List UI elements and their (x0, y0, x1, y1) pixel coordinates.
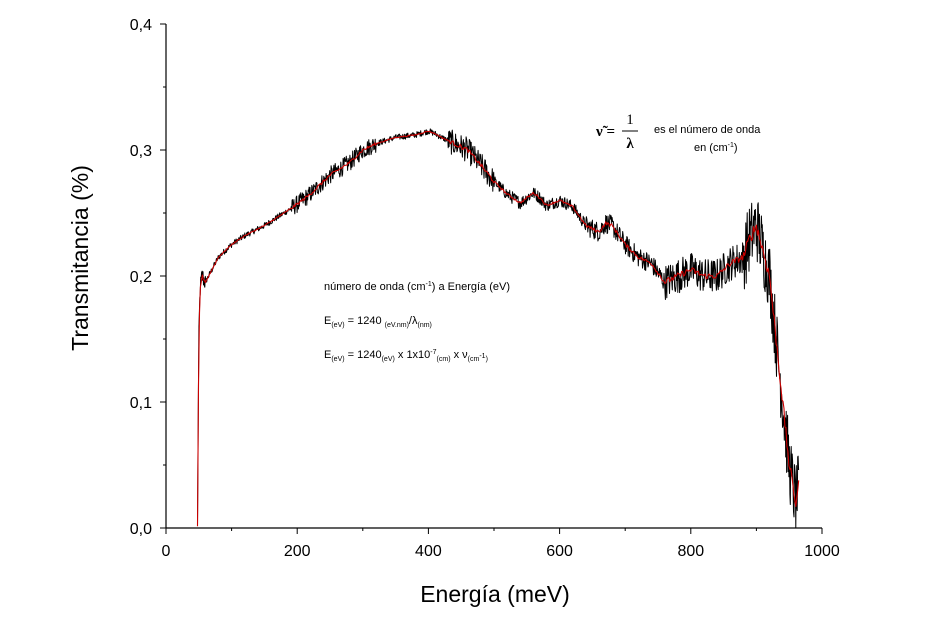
conv3-x1: x 1x10 (395, 349, 430, 361)
x-ticks: 0 200 400 600 800 1000 (162, 528, 840, 560)
conv3-x2: x ν (451, 349, 469, 361)
x-tick-label: 600 (546, 543, 573, 560)
conv3-sub1: (eV) (331, 356, 344, 363)
series-layer (196, 128, 800, 529)
conv2-E: E (324, 315, 331, 327)
conv1-sup: -1 (426, 281, 432, 288)
y-tick-label: 0,0 (130, 521, 152, 538)
y-axis-title: Transmitancia (%) (67, 165, 93, 351)
formula-desc-2-post: ) (734, 142, 738, 154)
conversion-line-3: E(eV) = 1240(eV) x 1x10-7(cm) x ν(cm-1) (324, 349, 488, 363)
raw-spectrum-line (197, 128, 800, 529)
y-tick-label: 0,2 (130, 269, 152, 286)
x-axis-title: Energía (meV) (420, 581, 570, 607)
conv3-E: E (324, 349, 331, 361)
x-tick-label: 1000 (804, 543, 840, 560)
wavenumber-formula: ν̃ = 1 λ es el número de onda en (cm-1) (595, 112, 761, 154)
x-tick-label: 200 (284, 543, 311, 560)
conv2-sub1: (eV) (331, 322, 344, 329)
formula-lhs: ν̃ = (595, 124, 615, 140)
formula-desc-2: en (cm-1) (694, 142, 738, 154)
conv2-slash: /λ (409, 315, 418, 327)
y-tick-label: 0,4 (130, 17, 152, 34)
conversion-line-1: número de onda (cm-1) a Energía (eV) (324, 281, 510, 293)
conv2-sub3: (nm) (417, 322, 431, 329)
conv1-a: número de onda (cm (324, 281, 426, 293)
formula-desc-2-sup: -1 (728, 142, 734, 149)
conv3-sup2: -1 (479, 353, 485, 360)
axes: 0 200 400 600 800 1000 0,0 0,1 0,2 0,3 0,4 (130, 17, 840, 560)
formula-denominator: λ (626, 136, 634, 152)
y-tick-label: 0,3 (130, 143, 152, 160)
formula-numerator: 1 (626, 112, 634, 128)
conversion-notes: número de onda (cm-1) a Energía (eV) E(e… (324, 281, 510, 363)
conv2-mid: = 1240 (345, 315, 385, 327)
conv3-sub3: (cm) (437, 356, 451, 363)
formula-desc-1: es el número de onda (654, 124, 761, 136)
conv3-mid: = 1240 (345, 349, 382, 361)
conversion-line-2: E(eV) = 1240 (eV.nm)/λ(nm) (324, 315, 432, 329)
x-tick-label: 800 (677, 543, 704, 560)
y-tick-label: 0,1 (130, 395, 152, 412)
conv3-sub4: (cm (468, 356, 480, 363)
x-tick-label: 0 (162, 543, 171, 560)
conv2-sub2: (eV.nm) (385, 322, 409, 329)
formula-desc-2-pre: en (cm (694, 142, 728, 154)
conv1-b: ) a Energía (eV) (432, 281, 510, 293)
x-tick-label: 400 (415, 543, 442, 560)
y-ticks: 0,0 0,1 0,2 0,3 0,4 (130, 17, 166, 538)
conv3-sup: -7 (430, 349, 436, 356)
smoothed-spectrum-line (196, 130, 800, 527)
conv3-sub2: (eV) (382, 356, 395, 363)
conv3-sub4b: ) (486, 356, 488, 363)
